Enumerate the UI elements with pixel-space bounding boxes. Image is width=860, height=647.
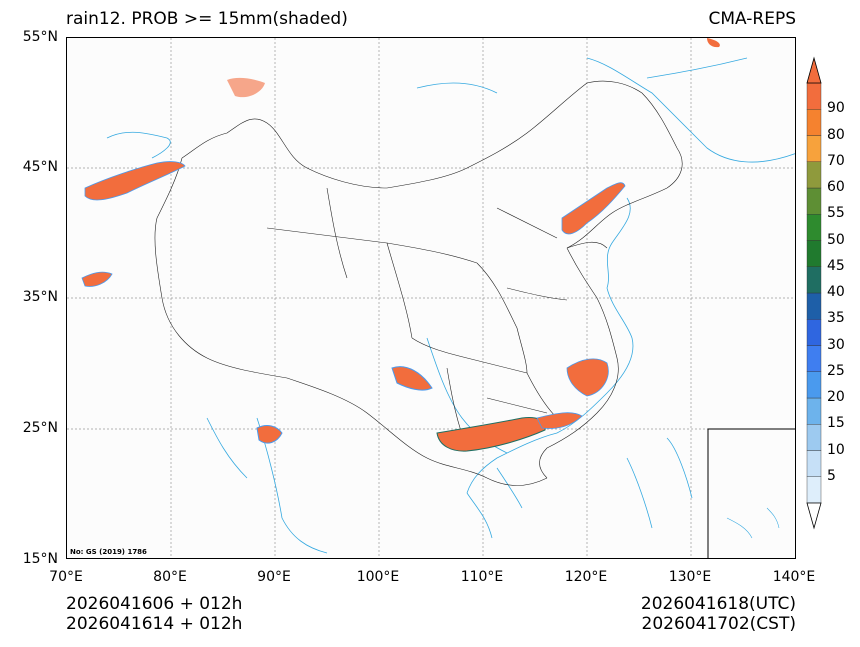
init-time-block: 2026041606 + 012h 2026041614 + 012h xyxy=(66,594,242,634)
init-time-utc: 2026041606 + 012h xyxy=(66,594,243,614)
valid-time-block: 2026041618(UTC) 2026041702(CST) xyxy=(641,594,796,634)
precip-probability-shading xyxy=(81,38,720,452)
lon-tick-label: 110°E xyxy=(460,569,504,585)
coastlines xyxy=(106,57,795,554)
valid-time-utc: 2026041618(UTC) xyxy=(640,594,796,614)
colorbar-segment xyxy=(806,450,822,477)
colorbar-tick-label: 40 xyxy=(827,284,845,300)
colorbar-tick-label: 50 xyxy=(827,231,845,248)
lon-tick-label: 80°E xyxy=(153,569,187,585)
colorbar-segment xyxy=(806,266,822,294)
south-china-sea-inset xyxy=(707,428,795,558)
colorbar-tick-label: 25 xyxy=(827,362,845,379)
lat-tick-label: 35°N xyxy=(22,289,58,305)
colorbar-segment xyxy=(806,161,822,189)
colorbar-tick-label: 70 xyxy=(827,152,845,169)
lat-tick-label: 45°N xyxy=(22,159,58,175)
map-panel xyxy=(66,37,796,559)
lat-tick-label: 15°N xyxy=(22,551,58,567)
colorbar-segment xyxy=(806,424,822,451)
colorbar-segment xyxy=(806,371,822,399)
colorbar-tick-label: 55 xyxy=(827,205,845,222)
colorbar-tick-label: 15 xyxy=(827,415,845,432)
colorbar-tick-label: 90 xyxy=(827,100,845,117)
colorbar-tick-label: 60 xyxy=(827,179,845,195)
colorbar-segment xyxy=(806,214,822,241)
colorbar-segment xyxy=(806,187,822,215)
colorbar-tick-label: 80 xyxy=(827,126,845,143)
colorbar-segment xyxy=(806,397,822,425)
lat-tick-label: 25°N xyxy=(22,420,58,436)
colorbar-under-arrow xyxy=(806,502,822,530)
colorbar-tick-label: 35 xyxy=(827,310,845,327)
colorbar-tick-label: 45 xyxy=(827,257,845,274)
colorbar-segment xyxy=(806,109,822,136)
lat-tick-label: 55°N xyxy=(22,29,58,45)
colorbar-segment xyxy=(806,345,822,372)
inset-islands xyxy=(726,507,780,539)
lon-tick-label: 70°E xyxy=(49,569,83,585)
colorbar-segment xyxy=(806,82,822,110)
valid-time-cst: 2026041702(CST) xyxy=(641,614,796,634)
map-canvas xyxy=(67,38,795,558)
gridlines xyxy=(67,38,795,558)
init-time-cst: 2026041614 + 012h xyxy=(66,614,243,634)
colorbar-segments xyxy=(806,82,822,504)
map-approval-number: No: GS (2019) 1786 xyxy=(70,548,147,556)
map-title: rain12. PROB >= 15mm(shaded) xyxy=(66,9,348,29)
colorbar-segment xyxy=(806,476,822,504)
model-name: CMA-REPS xyxy=(708,9,796,29)
lon-tick-label: 130°E xyxy=(668,569,712,585)
colorbar-segment xyxy=(806,319,822,346)
colorbar-segment xyxy=(806,292,822,320)
boundaries xyxy=(154,80,683,486)
colorbar-tick-label: 10 xyxy=(827,441,845,458)
colorbar-tick-label: 30 xyxy=(827,336,845,353)
colorbar-segment xyxy=(806,240,822,267)
colorbar-over-arrow xyxy=(806,56,822,84)
lon-tick-label: 120°E xyxy=(564,569,608,585)
lon-tick-label: 100°E xyxy=(356,569,400,585)
colorbar xyxy=(806,56,822,530)
colorbar-tick-label: 5 xyxy=(827,467,836,484)
lon-tick-label: 90°E xyxy=(257,569,291,585)
colorbar-tick-label: 20 xyxy=(827,389,845,405)
lon-tick-label: 140°E xyxy=(772,569,816,585)
colorbar-segment xyxy=(806,135,822,162)
